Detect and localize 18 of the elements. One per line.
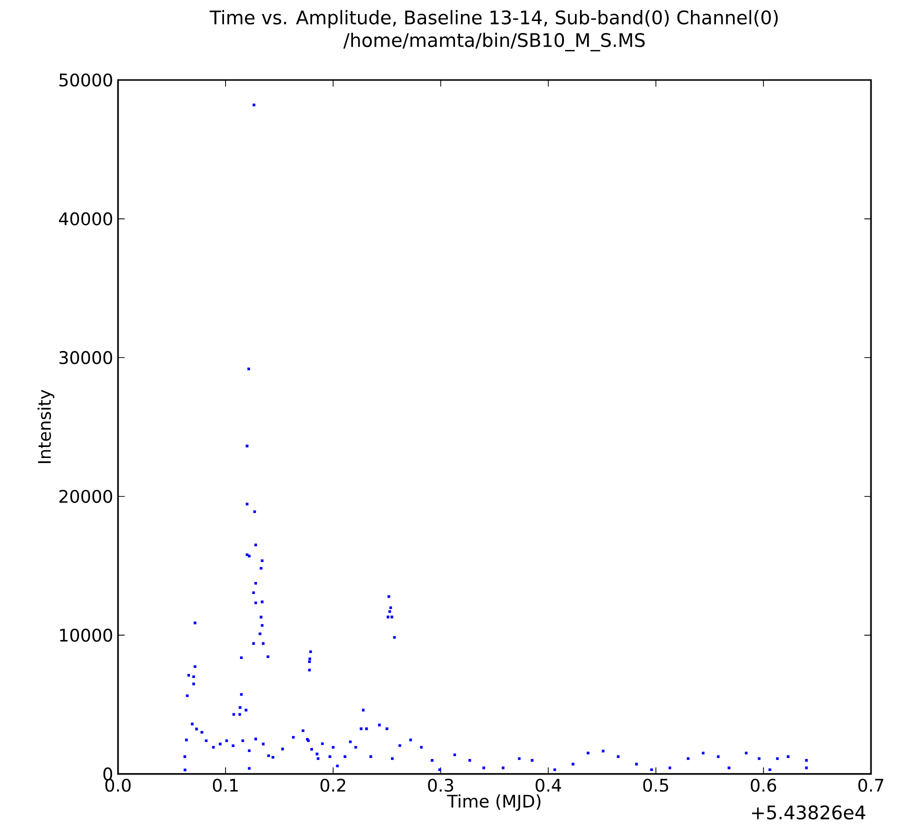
x-axis-title: Time (MJD): [447, 794, 540, 811]
y-tick-label: 40000: [58, 212, 112, 226]
x-tick-label: 0.5: [643, 778, 668, 792]
x-tick-label: 0.6: [750, 778, 776, 792]
y-tick-label: 10000: [60, 628, 112, 642]
x-tick-label: 0.2: [320, 778, 346, 792]
chart-subtitle: /home/mamta/bin/SB10_M_S.MS: [343, 32, 645, 52]
y-tick-label: 50000: [59, 73, 112, 87]
chart-title: Time vs. Amplitude, Baseline 13-14, Sub-band(0) Channel(0): [210, 10, 778, 28]
x-tick-label: 0.7: [858, 778, 884, 792]
x-tick-label: 0.4: [536, 778, 562, 792]
y-tick-label: 20000: [59, 490, 112, 503]
x-tick-label: 0.0: [105, 778, 131, 792]
x-tick-label: 0.1: [212, 778, 238, 792]
y-axis-title: Intensity: [38, 390, 54, 464]
y-tick-label: 30000: [59, 351, 112, 364]
text: +5.43826e4: [752, 805, 866, 820]
x-tick-label: 0.3: [428, 778, 454, 792]
